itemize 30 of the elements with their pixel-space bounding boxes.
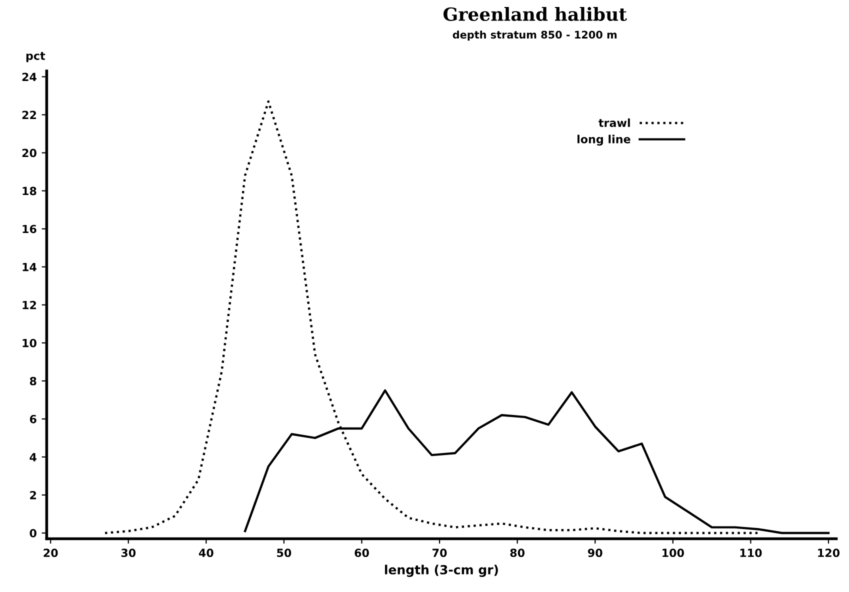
x-tick-label: 70 <box>432 548 447 558</box>
y-tick-label: 16 <box>22 224 36 234</box>
x-tick-label: 40 <box>198 548 214 558</box>
y-axis-title: pct <box>26 52 46 62</box>
y-tick-label: 4 <box>30 453 36 462</box>
x-tick-label: 90 <box>588 548 602 558</box>
x-tick-label: 100 <box>662 548 684 558</box>
x-tick-label: 20 <box>44 548 58 558</box>
x-tick-label: 30 <box>121 548 136 558</box>
chart-title: Greenland halibut <box>443 7 627 21</box>
legend-label: long line <box>578 134 630 146</box>
y-tick-label: 14 <box>22 262 36 272</box>
x-tick-label: 60 <box>354 548 369 558</box>
y-tick-label: 18 <box>22 186 36 196</box>
x-tick-label: 50 <box>277 548 292 558</box>
y-tick-label: 8 <box>30 376 36 386</box>
y-tick-label: 22 <box>22 110 36 119</box>
y-tick-label: 10 <box>22 338 36 348</box>
y-tick-label: 6 <box>30 414 36 424</box>
x-axis-title: length (3-cm gr) <box>385 564 498 577</box>
x-tick-label: 80 <box>510 548 525 558</box>
legend-label: trawl <box>598 118 630 128</box>
x-tick-label: 110 <box>740 548 762 558</box>
y-tick-label: 20 <box>22 148 36 158</box>
x-tick-label: 120 <box>818 548 840 558</box>
y-tick-label: 0 <box>30 528 36 538</box>
y-tick-label: 2 <box>30 490 36 500</box>
y-tick-label: 12 <box>22 300 36 310</box>
chart-subtitle: depth stratum 850 - 1200 m <box>452 30 617 41</box>
y-tick-label: 24 <box>22 72 36 81</box>
